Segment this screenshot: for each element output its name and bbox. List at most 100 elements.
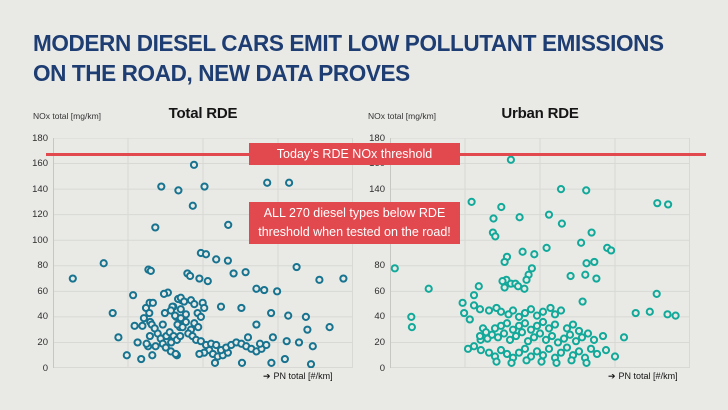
slide-title-line2: ON THE ROAD, NEW DATA PROVES [33,60,410,86]
data-point [174,186,183,195]
data-point [498,277,507,286]
data-point [458,298,467,307]
data-point [505,335,515,344]
data-point [463,344,473,353]
data-point [176,305,185,314]
data-point [129,291,138,300]
data-point [178,323,187,332]
data-point [538,351,548,360]
data-point [159,289,169,298]
data-point [137,354,146,364]
data-point [212,340,221,350]
data-point [484,306,494,315]
data-point [148,298,158,307]
callout-line1: ALL 270 diesel types below RDE [263,206,446,220]
data-point [200,182,209,191]
data-point [500,283,509,292]
data-point [339,274,348,283]
data-point [262,340,271,350]
data-point [267,308,276,318]
data-point [268,333,277,342]
data-point [475,305,485,314]
data-point [582,186,591,195]
data-point [241,268,250,277]
data-point [301,312,310,321]
data-point [469,291,479,300]
data-point [151,223,160,232]
data-point [263,178,272,187]
data-point [122,351,131,360]
data-point [550,320,560,329]
data-point [653,199,662,208]
data-point [520,319,530,328]
data-point [520,344,530,353]
data-point [424,284,433,293]
data-point [541,335,551,344]
data-point [538,317,548,327]
data-point [538,307,548,316]
data-point [186,271,195,281]
y-axis-label-urban: NOx total [mg/km] [368,111,437,121]
data-point [574,347,584,356]
data-point [544,324,554,333]
data-point [294,338,304,347]
data-point [260,285,269,295]
data-point [582,358,591,367]
data-point [157,182,166,191]
data-point [108,308,117,318]
data-point [511,331,521,341]
data-point [547,331,557,341]
threshold-banner: Today’s RDE NOx threshold [249,143,460,165]
data-point [292,262,301,272]
data-point [282,337,291,346]
data-point [142,339,151,348]
data-point [467,197,476,206]
data-point [527,264,536,273]
y-axis-label-total: NOx total [mg/km] [33,111,102,121]
data-point [581,270,590,279]
data-point [133,338,142,347]
data-point [306,360,316,369]
data-point [520,308,530,318]
data-point [587,228,596,237]
data-point [499,329,509,338]
data-point [212,255,221,264]
data-point [523,337,533,346]
scatter-canvas [53,137,353,369]
y-tick-label: 120 [32,209,48,221]
y-tick-label: 0 [379,362,385,374]
data-point [578,297,587,306]
data-point [196,337,205,346]
y-tick-label: 60 [374,285,385,297]
data-point [237,303,246,313]
data-point [188,201,197,210]
x-axis-label-text: PN total [#/km] [618,371,678,381]
data-point [530,250,539,259]
y-tick-label: 100 [32,234,48,246]
y-tick-label: 80 [374,260,385,272]
data-point [506,155,516,164]
data-point [130,321,139,330]
data-point [196,312,205,321]
data-point [522,356,531,365]
data-point [562,343,572,352]
data-point [146,266,155,275]
data-point [645,307,654,316]
data-point [562,324,572,333]
y-tick-label: 0 [42,362,48,374]
data-point [181,310,190,319]
data-point [529,333,539,342]
y-tick-label: 180 [32,132,48,144]
data-point [556,185,566,194]
data-point [556,306,566,315]
data-point [176,314,185,323]
data-point [195,274,204,283]
data-point [577,238,586,247]
data-point [180,297,189,306]
data-point [493,333,503,342]
data-point [171,349,180,359]
y-tick-label: 140 [32,183,48,195]
data-point [514,312,524,321]
x-axis-label-urban: ➔ PN total [#/km] [608,371,678,382]
data-point [145,331,155,341]
